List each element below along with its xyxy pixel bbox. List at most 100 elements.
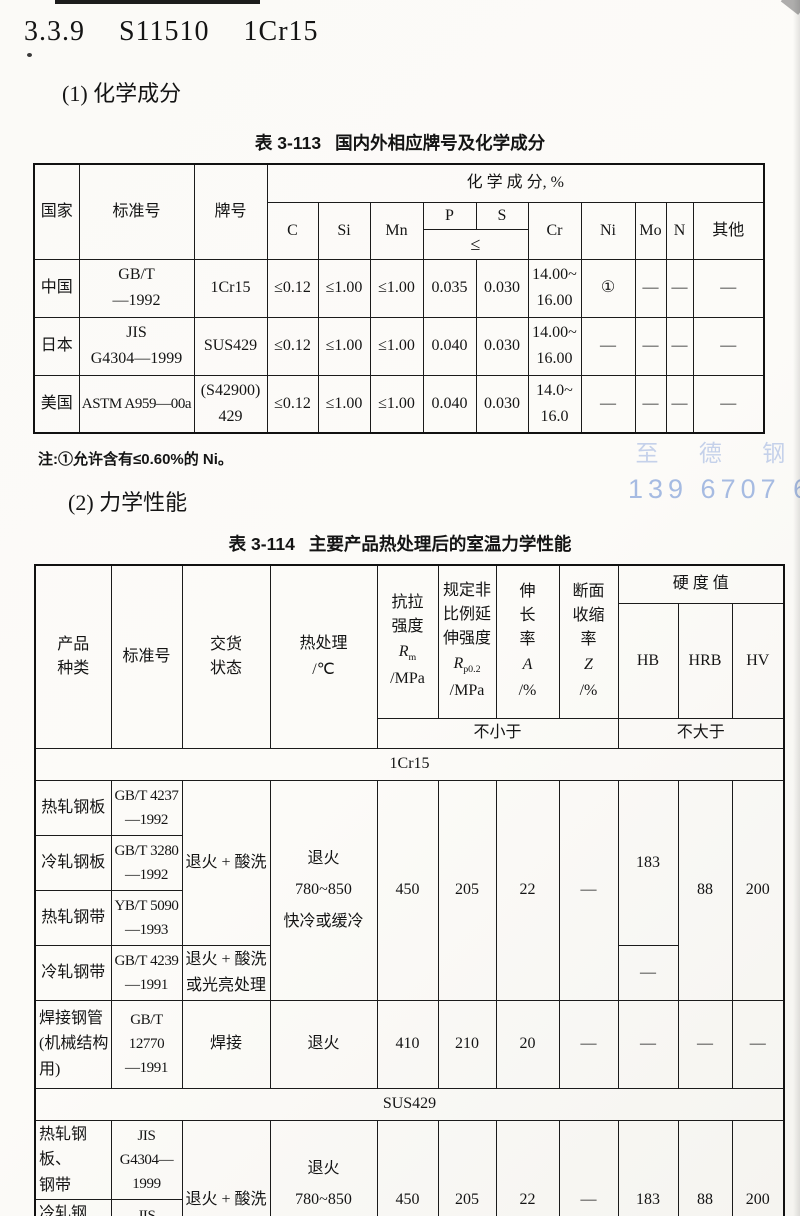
cell-P: 0.035 bbox=[422, 258, 477, 318]
cell-z: — bbox=[558, 1119, 619, 1216]
table-row-china: 中国 GB/T —1992 1Cr15 ≤0.12 ≤1.00 ≤1.00 0.0… bbox=[33, 258, 765, 318]
cell-standard: GB/T 4239 —1991 bbox=[110, 944, 183, 1001]
group-label: 1Cr15 bbox=[34, 747, 785, 781]
cell-delivery: 退火 + 酸洗 bbox=[181, 779, 271, 946]
t1-header-composition: 化 学 成 分, % bbox=[266, 163, 765, 203]
subsection-2-mechanical-properties: (2) 力学性能 bbox=[68, 490, 188, 515]
table-row: 国家 标准号 牌号 化 学 成 分, % bbox=[33, 163, 765, 260]
t1-header-grade: 牌号 bbox=[193, 163, 268, 260]
cell-Ni: ① bbox=[580, 258, 636, 318]
t2-header-hardness: 硬 度 值 bbox=[617, 564, 785, 604]
t2-header-product: 产品种类 bbox=[34, 564, 112, 749]
table-row: 产品种类 标准号 交货状态 热处理/℃ 抗拉强度 Rm /MPa 规定非比例延伸… bbox=[34, 564, 785, 749]
t1-header-C: C bbox=[266, 201, 319, 260]
cell-Si: ≤1.00 bbox=[317, 258, 371, 318]
t2-header-heat-treatment: 热处理/℃ bbox=[269, 564, 378, 749]
cell-product: 冷轧钢板 bbox=[34, 834, 112, 891]
cell-Mn: ≤1.00 bbox=[369, 374, 424, 434]
cell-country: 日本 bbox=[33, 316, 80, 376]
cell-Cr: 14.00~ 16.00 bbox=[527, 316, 582, 376]
cell-product: 冷轧钢带 bbox=[34, 944, 112, 1001]
table-row-japan: 日本 JIS G4304—1999 SUS429 ≤0.12 ≤1.00 ≤1.0… bbox=[33, 316, 765, 376]
cell-grade: SUS429 bbox=[193, 316, 268, 376]
table-row: ≤ bbox=[34, 228, 764, 260]
cell-S: 0.030 bbox=[475, 374, 529, 434]
table1-footnote: 注:①允许含有≤0.60%的 Ni。 bbox=[38, 451, 233, 468]
cell-z: — bbox=[558, 999, 619, 1089]
cell-standard: JIS G4304—1999 bbox=[110, 1119, 183, 1201]
t1-header-P: P bbox=[422, 201, 477, 230]
table2-title: 表 3-114 主要产品热处理后的室温力学性能 bbox=[0, 531, 800, 556]
group-label: SUS429 bbox=[34, 1087, 785, 1121]
scan-artifact-top-bar bbox=[55, 0, 260, 4]
cell-rp02: 210 bbox=[437, 999, 497, 1089]
cell-other: — bbox=[692, 316, 765, 376]
cell-Cr: 14.0~ 16.0 bbox=[527, 374, 582, 434]
table-row-cold-rolled-plate: 冷轧钢板 GB/T 3280 —1992 bbox=[34, 834, 784, 891]
t1-header-country: 国家 bbox=[33, 163, 80, 260]
cell-C: ≤0.12 bbox=[266, 374, 319, 434]
group-row-1Cr15: 1Cr15 bbox=[34, 747, 785, 781]
cell-standard: YB/T 5090 —1993 bbox=[110, 889, 183, 946]
cell-country: 中国 bbox=[33, 258, 80, 318]
cell-rp02: 205 bbox=[437, 1119, 497, 1216]
cell-N: — bbox=[665, 258, 694, 318]
symbol-A: A bbox=[522, 656, 533, 674]
t1-header-standard: 标准号 bbox=[78, 163, 195, 260]
chemical-composition-table: 国家 标准号 牌号 化 学 成 分, % C Si Mn P S Cr Ni M… bbox=[33, 163, 766, 434]
t1-header-N: N bbox=[665, 201, 694, 260]
t2-header-elongation: 伸长率 A /% bbox=[495, 564, 560, 719]
t2-header-delivery: 交货状态 bbox=[181, 564, 271, 749]
cell-S: 0.030 bbox=[475, 258, 529, 318]
cell-hb: 183 bbox=[617, 779, 679, 946]
cell-grade: 1Cr15 bbox=[193, 258, 268, 318]
t1-header-Cr: Cr bbox=[527, 201, 582, 260]
cell-rm: 450 bbox=[376, 1119, 439, 1216]
t1-header-other: 其他 bbox=[692, 201, 765, 260]
cell-standard: JIS G4304—1999 bbox=[78, 316, 195, 376]
cell-other: — bbox=[692, 258, 765, 318]
mechanical-properties-table: 产品种类 标准号 交货状态 热处理/℃ 抗拉强度 Rm /MPa 规定非比例延伸… bbox=[34, 564, 786, 1216]
group-row-SUS429: SUS429 bbox=[34, 1087, 785, 1121]
cell-Mo: — bbox=[634, 258, 667, 318]
table-row: HB HRB HV bbox=[35, 602, 785, 719]
cell-Mo: — bbox=[634, 374, 667, 434]
cell-z: — bbox=[558, 779, 619, 1001]
symbol-Z: Z bbox=[584, 656, 593, 674]
cell-Ni: — bbox=[580, 316, 636, 376]
t1-header-max-symbol: ≤ bbox=[422, 228, 529, 260]
uns-designation: S11510 bbox=[119, 16, 210, 47]
cell-delivery: 退火 + 酸洗 bbox=[181, 1119, 271, 1216]
t1-header-Mn: Mn bbox=[369, 201, 424, 260]
table-row-hot-rolled-strip: 热轧钢带 YB/T 5090 —1993 bbox=[34, 889, 784, 946]
cell-product: 焊接钢管 (机械结构 用) bbox=[34, 999, 112, 1089]
cell-product: 热轧钢板、 钢带 bbox=[34, 1119, 112, 1201]
cell-standard: JISG4305—1999 bbox=[110, 1199, 183, 1216]
cell-product: 热轧钢带 bbox=[34, 889, 112, 946]
cell-hrb: 88 bbox=[677, 779, 733, 1001]
cell-elongation: 22 bbox=[495, 779, 560, 1001]
cell-hrb: 88 bbox=[677, 1119, 733, 1216]
t2-header-not-more-than: 不大于 bbox=[617, 717, 785, 749]
symbol-Rp02: Rp0.2 bbox=[453, 655, 481, 676]
cell-rp02: 205 bbox=[437, 779, 497, 1001]
cell-Mo: — bbox=[634, 316, 667, 376]
cell-hv: 200 bbox=[731, 779, 785, 1001]
t2-header-tensile-strength: 抗拉强度 Rm /MPa bbox=[376, 564, 439, 719]
table-row: C Si Mn P S Cr Ni Mo N 其他 bbox=[34, 201, 765, 260]
cell-elongation: 20 bbox=[495, 999, 560, 1089]
t2-header-standard: 标准号 bbox=[110, 564, 183, 749]
t2-header-reduction-of-area: 断面收缩率 Z /% bbox=[558, 564, 619, 719]
cell-delivery: 退火 + 酸洗 或光亮处理 bbox=[181, 944, 271, 1001]
table1-number: 表 3-113 bbox=[254, 133, 322, 153]
cell-rm: 450 bbox=[376, 779, 439, 1001]
table-row-cold-rolled-strip: 冷轧钢带 GB/T 4239 —1991 退火 + 酸洗 或光亮处理 — bbox=[34, 944, 784, 1001]
cell-standard: ASTM A959—00a bbox=[78, 374, 195, 434]
cell-product: 冷轧钢板、钢带 bbox=[34, 1199, 112, 1216]
t2-header-HB: HB bbox=[617, 602, 679, 719]
section-heading: 3.3.9 S11510 1Cr15 bbox=[24, 0, 800, 48]
cell-Si: ≤1.00 bbox=[317, 316, 371, 376]
cell-hb: 183 bbox=[617, 1119, 679, 1216]
